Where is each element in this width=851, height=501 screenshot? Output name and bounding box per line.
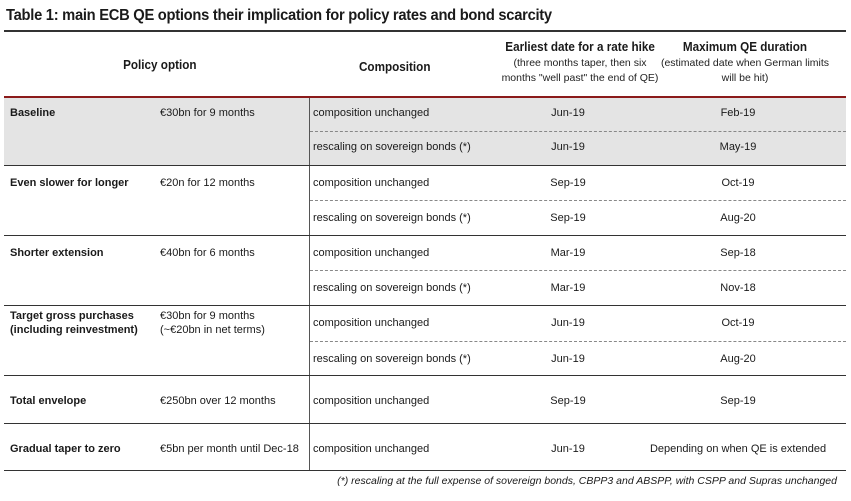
- group-divider: [4, 375, 846, 376]
- composition-cell: rescaling on sovereign bonds (*): [313, 212, 471, 224]
- column-divider: [309, 306, 310, 376]
- header-policy-option: Policy option: [100, 56, 220, 74]
- row-amount: €5bn per month until Dec-18: [160, 443, 299, 455]
- composition-cell: composition unchanged: [313, 395, 430, 407]
- duration-cell: Sep-18: [720, 247, 756, 259]
- table-row: composition unchanged Sep-19 Oct-19: [310, 166, 846, 200]
- table-group-total-envelope: Total envelope €250bn over 12 months com…: [4, 376, 846, 424]
- row-amount: €30bn for 9 months: [160, 310, 255, 322]
- table-row: rescaling on sovereign bonds (*) Sep-19 …: [310, 201, 846, 236]
- rate-hike-cell: Mar-19: [550, 247, 586, 259]
- row-label: Total envelope: [10, 395, 87, 407]
- composition-cell: rescaling on sovereign bonds (*): [313, 141, 471, 153]
- header-duration: Maximum QE duration (estimated date when…: [640, 38, 850, 86]
- table-row: composition unchanged Jun-19 Depending o…: [310, 424, 846, 471]
- row-label: Target gross purchases: [10, 310, 134, 322]
- composition-cell: composition unchanged: [313, 177, 430, 189]
- duration-cell: Nov-18: [720, 282, 756, 294]
- table-row: composition unchanged Jun-19 Feb-19: [310, 98, 846, 131]
- rate-hike-cell: Mar-19: [550, 282, 586, 294]
- rate-hike-cell: Jun-19: [551, 141, 585, 153]
- rate-hike-cell: Jun-19: [551, 443, 585, 455]
- duration-cell: Sep-19: [720, 395, 756, 407]
- row-label: Baseline: [10, 107, 56, 119]
- rate-hike-cell: Sep-19: [550, 212, 586, 224]
- table-row: composition unchanged Jun-19 Oct-19: [310, 306, 846, 341]
- rate-hike-cell: Jun-19: [551, 353, 585, 365]
- row-label: Gradual taper to zero: [10, 443, 121, 455]
- group-divider: [4, 235, 846, 236]
- row-amount: €40bn for 6 months: [160, 247, 255, 259]
- header-duration-label: Maximum QE duration: [682, 39, 808, 54]
- header-duration-sub1: (estimated date when German limits: [660, 57, 830, 69]
- row-amount: €30bn for 9 months: [160, 107, 255, 119]
- header-policy-label: Policy option: [123, 57, 197, 72]
- duration-cell: Feb-19: [720, 107, 756, 119]
- column-divider: [309, 376, 310, 424]
- row-divider: [310, 131, 846, 132]
- title-rule: [4, 30, 846, 32]
- row-divider: [310, 341, 846, 342]
- table-group-shorter: Shorter extension €40bn for 6 months com…: [4, 236, 846, 306]
- rate-hike-cell: Sep-19: [550, 395, 586, 407]
- composition-cell: composition unchanged: [313, 443, 430, 455]
- table-group-baseline: Baseline €30bn for 9 months composition …: [4, 98, 846, 166]
- column-divider: [309, 98, 310, 166]
- composition-cell: composition unchanged: [313, 107, 430, 119]
- header-rate-hike: Earliest date for a rate hike (three mon…: [480, 38, 680, 86]
- header-rate-hike-sub2: months "well past" the end of QE): [501, 72, 659, 84]
- group-divider: [4, 470, 846, 471]
- footnote: (*) rescaling at the full expense of sov…: [337, 475, 837, 487]
- table-group-slower: Even slower for longer €20n for 12 month…: [4, 166, 846, 236]
- table-row: composition unchanged Sep-19 Sep-19: [310, 376, 846, 424]
- rate-hike-cell: Jun-19: [551, 107, 585, 119]
- duration-cell: May-19: [719, 141, 757, 153]
- duration-cell: Depending on when QE is extended: [649, 443, 827, 455]
- duration-cell: Oct-19: [721, 317, 755, 329]
- header-rate-hike-sub1: (three months taper, then six: [513, 57, 647, 69]
- column-divider: [309, 236, 310, 306]
- composition-cell: composition unchanged: [313, 317, 430, 329]
- table-group-target-gross: Target gross purchases (including reinve…: [4, 306, 846, 376]
- row-amount: €250bn over 12 months: [160, 395, 276, 407]
- row-divider: [310, 200, 846, 201]
- row-divider: [310, 270, 846, 271]
- duration-cell: Aug-20: [720, 212, 756, 224]
- table-title: Table 1: main ECB QE options their impli…: [6, 7, 552, 24]
- composition-cell: rescaling on sovereign bonds (*): [313, 282, 471, 294]
- group-divider: [4, 423, 846, 424]
- header-rule: [4, 96, 846, 98]
- rate-hike-cell: Jun-19: [551, 317, 585, 329]
- duration-cell: Aug-20: [720, 353, 756, 365]
- composition-cell: rescaling on sovereign bonds (*): [313, 353, 471, 365]
- header-composition-label: Composition: [359, 59, 431, 74]
- rate-hike-cell: Sep-19: [550, 177, 586, 189]
- header-rate-hike-label: Earliest date for a rate hike: [505, 39, 655, 54]
- header-duration-sub2: will be hit): [721, 72, 769, 84]
- group-divider: [4, 165, 846, 166]
- row-label: Even slower for longer: [10, 177, 129, 189]
- table-row: rescaling on sovereign bonds (*) Jun-19 …: [310, 132, 846, 166]
- table-row: rescaling on sovereign bonds (*) Mar-19 …: [310, 271, 846, 306]
- table-group-gradual-taper: Gradual taper to zero €5bn per month unt…: [4, 424, 846, 471]
- row-label-line2: (including reinvestment): [10, 324, 138, 336]
- row-amount-line2: (~€20bn in net terms): [160, 324, 265, 336]
- column-divider: [309, 424, 310, 471]
- row-amount: €20n for 12 months: [160, 177, 255, 189]
- row-label: Shorter extension: [10, 247, 104, 259]
- table-row: composition unchanged Mar-19 Sep-18: [310, 236, 846, 270]
- header-composition: Composition: [330, 58, 460, 76]
- duration-cell: Oct-19: [721, 177, 755, 189]
- composition-cell: composition unchanged: [313, 247, 430, 259]
- column-divider: [309, 166, 310, 236]
- group-divider: [4, 305, 846, 306]
- table-row: rescaling on sovereign bonds (*) Jun-19 …: [310, 342, 846, 376]
